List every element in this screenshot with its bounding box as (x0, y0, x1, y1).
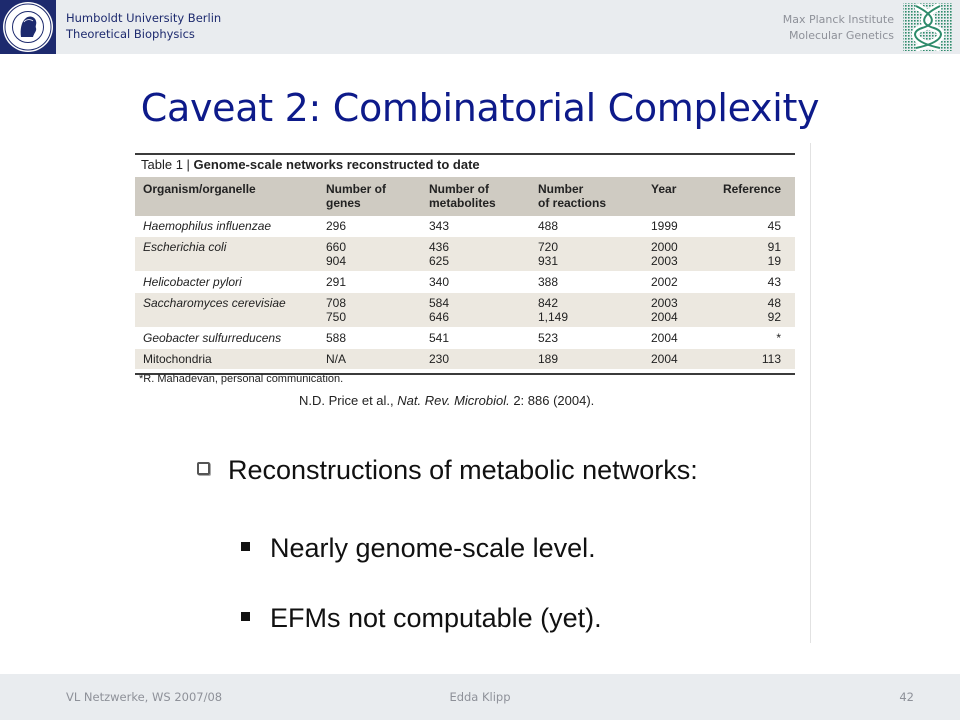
reference-cell: 91 19 (713, 236, 795, 272)
table-caption: Table 1 | Genome-scale networks reconstr… (135, 153, 795, 175)
metabolites-cell: 436 625 (421, 236, 530, 272)
organism-cell: Geobacter sulfurreducens (135, 327, 318, 349)
reactions-cell: 189 (530, 348, 643, 370)
reference-cell: 43 (713, 271, 795, 293)
column-header-reference: Reference (713, 177, 795, 216)
university-line: Humboldt University Berlin (66, 11, 222, 25)
year-cell: 2000 2003 (643, 236, 713, 272)
reactions-cell: 720 931 (530, 236, 643, 272)
table-number: Table 1 | (141, 157, 190, 172)
table-bottom-rule (135, 373, 795, 375)
column-header-reactions: Number of reactions (530, 177, 643, 216)
table-title: Genome-scale networks reconstructed to d… (193, 157, 480, 172)
table-row: Geobacter sulfurreducens 588 541 523 200… (135, 327, 795, 349)
reference-cell: * (713, 327, 795, 349)
reactions-cell: 523 (530, 327, 643, 349)
institute-department-line: Molecular Genetics (788, 29, 894, 42)
metabolites-cell: 541 (421, 327, 530, 349)
organism-cell: Saccharomyces cerevisiae (135, 292, 318, 328)
genes-cell: 660 904 (318, 236, 421, 272)
genes-cell: 588 (318, 327, 421, 349)
column-header-metabolites: Number of metabolites (421, 177, 530, 216)
citation-rest: 2: 886 (2004). (509, 393, 595, 408)
slide-content: Table 1 | Genome-scale networks reconstr… (133, 143, 811, 643)
university-name: Humboldt University Berlin Theoretical B… (66, 10, 221, 42)
table-row: Haemophilus influenzae 296 343 488 1999 … (135, 216, 795, 237)
column-header-organism: Organism/organelle (135, 177, 318, 216)
footer-course: VL Netzwerke, WS 2007/08 (66, 690, 223, 704)
organism-cell: Helicobacter pylori (135, 271, 318, 293)
sub-bullet-text: Nearly genome-scale level. (270, 533, 596, 563)
reference-cell: 48 92 (713, 292, 795, 328)
checkbox-bullet-icon (197, 462, 210, 475)
year-cell: 2004 (643, 327, 713, 349)
organism-cell: Escherichia coli (135, 236, 318, 272)
sub-bullet-text: EFMs not computable (yet). (270, 603, 602, 633)
organism-cell: Haemophilus influenzae (135, 216, 318, 237)
column-header-year: Year (643, 177, 713, 216)
year-cell: 2002 (643, 271, 713, 293)
table-row: Mitochondria N/A 230 189 2004 113 (135, 348, 795, 370)
metabolites-cell: 230 (421, 348, 530, 370)
reactions-cell: 488 (530, 216, 643, 237)
table-row: Escherichia coli 660 904 436 625 720 931 20… (135, 236, 795, 272)
genome-networks-table: Organism/organelle Number of genes Number… (135, 177, 795, 370)
organism-cell: Mitochondria (135, 348, 318, 370)
genes-cell: 708 750 (318, 292, 421, 328)
institute-line: Max Planck Institute (782, 13, 894, 26)
table-row: Saccharomyces cerevisiae 708 750 584 646 8… (135, 292, 795, 328)
slide-title: Caveat 2: Combinatorial Complexity (140, 86, 820, 130)
page-number: 42 (899, 690, 914, 704)
metabolites-cell: 343 (421, 216, 530, 237)
square-bullet-icon (241, 542, 250, 551)
main-bullet: Reconstructions of metabolic networks: (197, 455, 698, 486)
reactions-cell: 842 1,149 (530, 292, 643, 328)
sub-bullet: EFMs not computable (yet). (241, 603, 602, 634)
genes-cell: 296 (318, 216, 421, 237)
citation: N.D. Price et al., Nat. Rev. Microbiol. … (299, 393, 594, 408)
year-cell: 2003 2004 (643, 292, 713, 328)
table-header-row: Organism/organelle Number of genes Number… (135, 177, 795, 216)
department-line: Theoretical Biophysics (66, 27, 195, 41)
max-planck-logo-icon (902, 2, 954, 52)
column-header-genes: Number of genes (318, 177, 421, 216)
metabolites-cell: 340 (421, 271, 530, 293)
genes-cell: 291 (318, 271, 421, 293)
humboldt-seal-icon (0, 0, 56, 54)
main-bullet-text: Reconstructions of metabolic networks: (228, 455, 698, 485)
footer-band: VL Netzwerke, WS 2007/08 Edda Klipp 42 (0, 674, 960, 720)
table-row: Helicobacter pylori 291 340 388 2002 43 (135, 271, 795, 293)
genes-cell: N/A (318, 348, 421, 370)
reference-cell: 45 (713, 216, 795, 237)
reference-cell: 113 (713, 348, 795, 370)
year-cell: 1999 (643, 216, 713, 237)
sub-bullet: Nearly genome-scale level. (241, 533, 596, 564)
footer-author: Edda Klipp (449, 690, 511, 704)
metabolites-cell: 584 646 (421, 292, 530, 328)
header-band: Humboldt University Berlin Theoretical B… (0, 0, 960, 54)
citation-journal: Nat. Rev. Microbiol. (397, 393, 510, 408)
citation-authors: N.D. Price et al., (299, 393, 398, 408)
table-footnote: *R. Mahadevan, personal communication. (139, 373, 344, 385)
reactions-cell: 388 (530, 271, 643, 293)
year-cell: 2004 (643, 348, 713, 370)
square-bullet-icon (241, 612, 250, 621)
institute-name: Max Planck Institute Molecular Genetics (783, 12, 894, 44)
